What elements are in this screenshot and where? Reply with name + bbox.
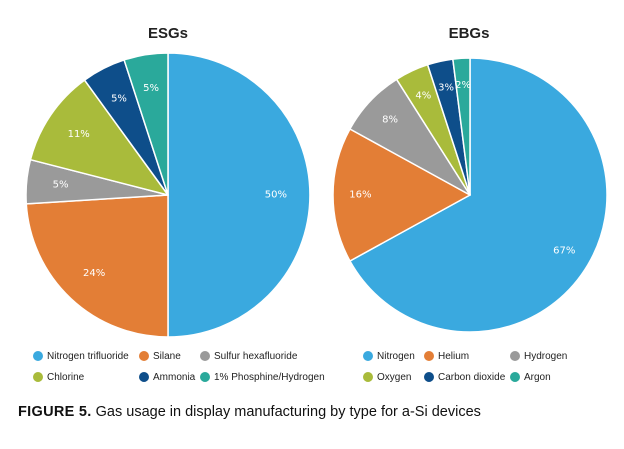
chart-title-ebgs: EBGs [449, 25, 490, 42]
legend-label-chlorine: Chlorine [47, 372, 85, 383]
data-label-hydrogen: 8% [382, 115, 398, 126]
data-label-ammonia: 5% [111, 93, 127, 104]
pie-slice-nitrogen-trifluoride [167, 52, 311, 338]
legend-label-carbon-dioxide: Carbon dioxide [438, 372, 506, 383]
legend-label-ammonia: Ammonia [153, 372, 196, 383]
legend-swatch-silane [139, 351, 149, 361]
legend-swatch-oxygen [363, 372, 373, 382]
legend-label-silane: Silane [153, 351, 181, 362]
ebgs-slice-labels: 67% 16% 8% 4% 3% 2% [349, 80, 575, 256]
pie-slice-silane [25, 194, 169, 338]
pie-slice-argon [452, 57, 471, 196]
figure-caption: FIGURE 5. Gas usage in display manufactu… [18, 404, 481, 420]
legend-label-oxygen: Oxygen [377, 372, 411, 383]
legend-label-helium: Helium [438, 351, 469, 362]
data-label-1-phosphine-hydrogen: 5% [143, 83, 159, 94]
legend-label-nitrogen: Nitrogen [377, 351, 415, 362]
data-label-oxygen: 4% [415, 90, 431, 101]
legend-swatch-ammonia [139, 372, 149, 382]
figure-label: FIGURE 5. [18, 404, 92, 420]
legend-swatch-sulfur-hexafluoride [200, 351, 210, 361]
data-label-argon: 2% [455, 80, 471, 91]
data-label-nitrogen-trifluoride: 50% [265, 190, 287, 201]
legend-swatch-nitrogen-trifluoride [33, 351, 43, 361]
legend-label-nitrogen-trifluoride: Nitrogen trifluoride [47, 351, 129, 362]
legend-label-sulfur-hexafluoride: Sulfur hexafluoride [214, 351, 298, 362]
pie-slice-chlorine [29, 79, 169, 196]
legend-swatch-helium [424, 351, 434, 361]
legend-swatch-carbon-dioxide [424, 372, 434, 382]
ebgs-slices [332, 57, 608, 333]
data-label-silane: 24% [83, 268, 105, 279]
legend-swatch-hydrogen [510, 351, 520, 361]
data-label-chlorine: 11% [68, 129, 90, 140]
pie-slice-nitrogen [349, 57, 608, 333]
legend-swatch-nitrogen [363, 351, 373, 361]
data-label-carbon-dioxide: 3% [438, 83, 454, 94]
pie-slice-1-phosphine-hydrogen [123, 52, 169, 196]
chart-title-esgs: ESGs [148, 25, 188, 42]
esgs-slice-labels: 50% 24% 5% 11% 5% 5% [53, 83, 287, 279]
legend-label-1-phosphine-hydrogen: 1% Phosphine/Hydrogen [214, 372, 325, 383]
data-label-sulfur-hexafluoride: 5% [53, 179, 69, 190]
ebgs-pie-chart: EBGs 67% 16% 8% 4% 3% 2% Nitrogen Helium Hydrog… [332, 25, 608, 383]
data-label-helium: 16% [349, 190, 371, 201]
figure-caption-text: Gas usage in display manufacturing by ty… [91, 404, 481, 420]
legend-swatch-1-phosphine-hydrogen [200, 372, 210, 382]
legend-swatch-argon [510, 372, 520, 382]
legend-label-argon: Argon [524, 372, 551, 383]
esgs-slices [25, 52, 311, 338]
esgs-pie-chart: ESGs 50% 24% 5% 11% 5% 5% Nitrogen trifluorid… [25, 25, 325, 383]
legend-label-hydrogen: Hydrogen [524, 351, 567, 362]
esgs-legend: Nitrogen trifluoride Silane Sulfur hexaflu… [33, 351, 325, 383]
pie-slice-helium [332, 128, 471, 262]
data-label-nitrogen: 67% [553, 245, 575, 256]
legend-swatch-chlorine [33, 372, 43, 382]
ebgs-legend: Nitrogen Helium Hydrogen Oxygen Carbon dioxi… [363, 351, 567, 383]
